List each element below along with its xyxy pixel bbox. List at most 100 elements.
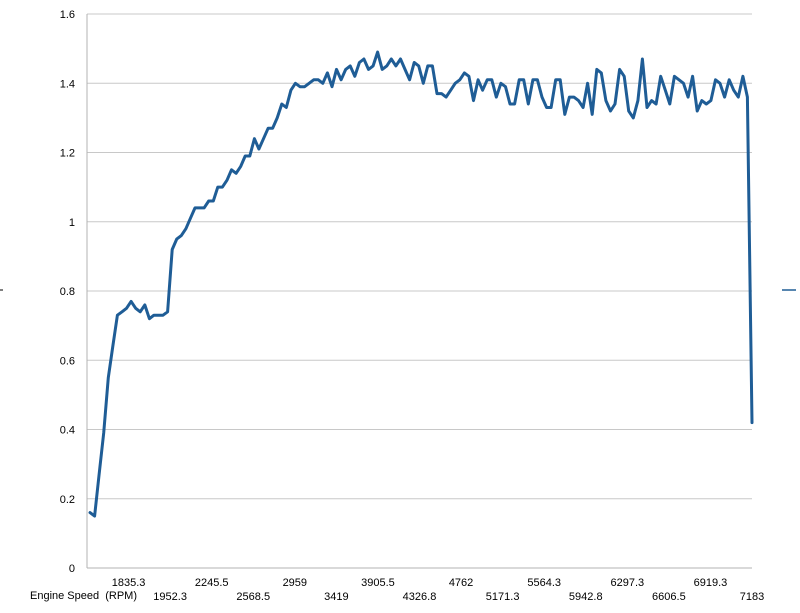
- data-point: [281, 103, 283, 105]
- data-point: [559, 79, 561, 81]
- data-point: [619, 68, 621, 70]
- x-tick-label: 5171.3: [486, 591, 520, 603]
- data-point: [737, 96, 739, 98]
- x-tick-label: 2245.5: [195, 577, 229, 589]
- data-points: [89, 51, 753, 517]
- data-point: [103, 432, 105, 434]
- data-point: [144, 304, 146, 306]
- data-point: [751, 421, 753, 424]
- y-tick-label: 1: [69, 217, 75, 229]
- y-tick-label: 0.2: [60, 494, 75, 506]
- data-point: [253, 138, 255, 140]
- data-point: [518, 79, 520, 81]
- data-point: [377, 51, 379, 53]
- data-point: [450, 89, 452, 91]
- data-point: [308, 82, 310, 84]
- data-point: [386, 65, 388, 67]
- data-point: [568, 96, 570, 98]
- data-point: [194, 207, 196, 209]
- series-layer: [88, 50, 754, 518]
- data-point: [162, 314, 164, 316]
- data-point: [468, 75, 470, 77]
- data-point: [180, 235, 182, 237]
- data-point: [646, 106, 648, 109]
- data-point: [221, 186, 223, 188]
- data-point: [98, 473, 100, 476]
- data-point: [235, 172, 237, 174]
- data-point: [358, 61, 360, 64]
- data-point: [395, 65, 397, 67]
- y-tick-label: 1.6: [60, 9, 75, 21]
- data-point: [495, 96, 497, 98]
- data-point: [710, 99, 712, 102]
- data-point: [687, 96, 689, 98]
- y-tick-label: 0.8: [60, 286, 75, 298]
- data-point: [299, 86, 301, 88]
- data-point: [363, 58, 365, 60]
- data-point: [459, 79, 461, 81]
- data-point: [431, 65, 434, 67]
- data-point: [564, 113, 566, 116]
- data-point: [230, 169, 233, 171]
- data-point: [536, 79, 539, 81]
- data-point: [719, 82, 721, 84]
- data-point: [249, 155, 251, 157]
- data-point: [326, 72, 329, 74]
- data-point: [93, 515, 96, 517]
- data-point: [349, 65, 351, 67]
- y-tick-label: 0: [69, 563, 75, 575]
- x-axis-title: Engine Speed (RPM): [30, 590, 137, 602]
- data-point: [454, 82, 456, 84]
- data-point: [240, 165, 242, 167]
- data-point: [486, 79, 488, 81]
- data-point: [418, 65, 420, 67]
- data-point: [724, 96, 726, 98]
- data-point: [541, 96, 543, 98]
- data-point: [555, 79, 557, 81]
- data-point: [226, 179, 228, 181]
- data-point: [440, 93, 443, 95]
- data-point: [148, 318, 150, 320]
- data-point: [340, 79, 342, 81]
- data-point: [112, 345, 114, 347]
- x-tick-labels: 1835.3 2245.5 2959 3905.5 4762 5564.3 6297.3 69…: [112, 577, 765, 603]
- data-point: [523, 79, 525, 81]
- data-point: [678, 79, 680, 81]
- data-point: [208, 200, 210, 202]
- data-point: [573, 96, 575, 98]
- data-point: [176, 238, 178, 240]
- x-tick-label: 1835.3: [112, 577, 146, 589]
- data-point: [664, 89, 666, 91]
- data-point: [212, 200, 214, 202]
- data-point: [367, 68, 370, 70]
- data-point: [587, 82, 589, 84]
- data-point: [189, 217, 192, 219]
- data-point: [692, 75, 694, 77]
- data-point: [596, 68, 598, 70]
- data-point: [614, 103, 616, 105]
- y-tick-label: 1.2: [60, 148, 75, 160]
- x-tick-label: 5564.3: [527, 577, 561, 589]
- data-point: [285, 106, 287, 109]
- data-point: [354, 75, 356, 77]
- data-point: [650, 99, 653, 102]
- data-point: [482, 89, 484, 91]
- data-point: [372, 65, 374, 67]
- data-point: [413, 61, 415, 64]
- series-line: [88, 50, 754, 518]
- data-point: [660, 75, 662, 77]
- data-point: [139, 311, 141, 313]
- data-point: [472, 99, 475, 102]
- x-tick-label: 7183: [740, 591, 764, 603]
- data-point: [591, 113, 593, 116]
- data-point: [504, 86, 507, 88]
- data-point: [121, 311, 123, 313]
- data-point: [313, 79, 315, 81]
- data-point: [632, 117, 634, 119]
- data-point: [705, 103, 707, 105]
- data-point: [198, 207, 201, 209]
- data-point: [422, 82, 424, 84]
- data-point: [167, 311, 169, 313]
- x-tick-label: 2959: [283, 577, 307, 589]
